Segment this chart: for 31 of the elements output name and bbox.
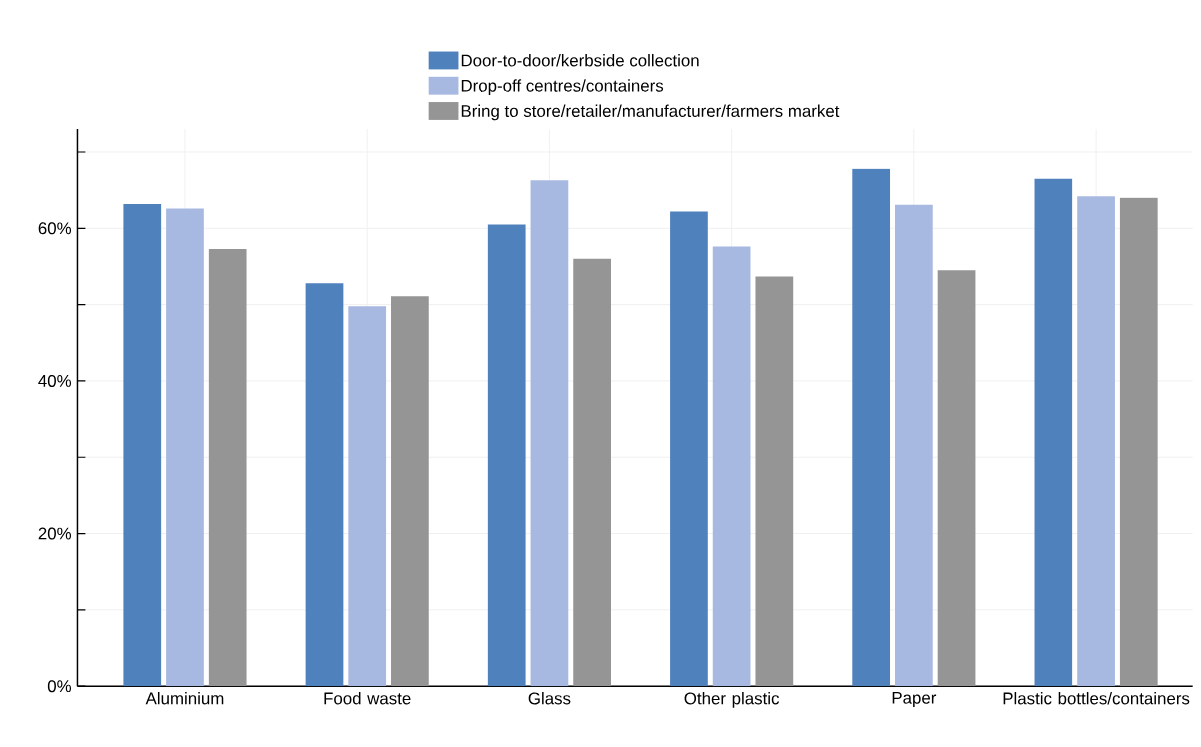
bar	[937, 270, 976, 687]
bar	[670, 211, 708, 687]
bar	[755, 276, 794, 687]
bar	[1077, 196, 1115, 687]
bar	[305, 283, 344, 687]
legend-label: Bring to store/retailer/manufacturer/farmers market	[461, 104, 840, 121]
y-tick-label: 0%	[47, 680, 72, 693]
legend-label: Door-to-door/kerbside collection	[461, 54, 699, 67]
bar	[1119, 197, 1158, 687]
bar	[348, 306, 387, 687]
bar	[166, 208, 204, 687]
y-tick-label: 20%	[38, 527, 72, 540]
x-tick-label: Aluminium	[145, 692, 224, 705]
bar	[895, 204, 933, 687]
bar	[208, 249, 247, 687]
y-tick-label: 60%	[38, 222, 72, 235]
x-tick-label: Glass	[528, 692, 571, 705]
bar	[123, 204, 162, 687]
bar	[391, 296, 429, 687]
bar	[852, 168, 891, 687]
x-tick-label: Other plastic	[684, 692, 780, 708]
bar	[487, 224, 526, 687]
bar	[573, 258, 611, 687]
x-tick-label: Food waste	[324, 692, 411, 705]
y-tick-label: 40%	[38, 375, 72, 388]
x-tick-label: Plastic bottles/containers	[1003, 692, 1190, 705]
x-tick-label: Paper	[892, 692, 937, 708]
bar	[530, 180, 569, 687]
legend-label: Drop-off centres/containers	[461, 79, 664, 96]
bar	[712, 246, 751, 687]
bar	[1034, 178, 1073, 687]
